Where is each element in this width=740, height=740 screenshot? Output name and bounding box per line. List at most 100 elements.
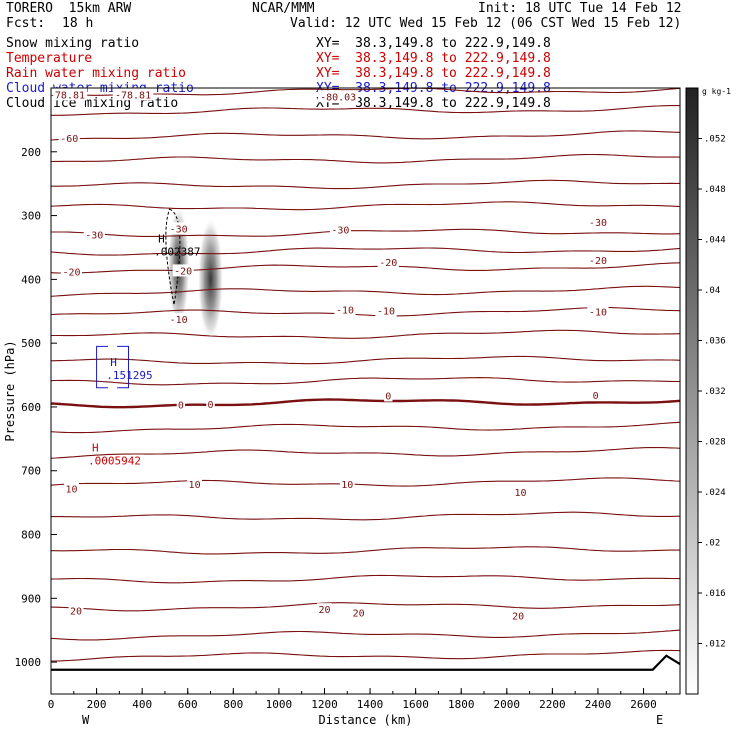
temperature-label-bg [351,606,367,619]
colorbar-tick-label: .024 [704,488,726,498]
cloud-water-contour [96,345,129,389]
isotherm-line [50,421,681,434]
isotherm-line [50,377,680,386]
temperature-label: -30 [170,224,188,235]
temperature-label: -10 [377,307,395,318]
max-value: .002387 [154,246,200,259]
east-label: E [656,713,663,727]
colorbar-tick-label: .036 [704,337,726,347]
init-time: Init: 18 UTC Tue 14 Feb 12 [478,1,682,16]
x-tick-label: 1200 [311,698,338,711]
temperature-label: -30 [589,218,607,229]
temperature-label: 20 [318,605,330,616]
y-tick-label: 800 [21,529,41,542]
colorbar-tick-label: .016 [704,589,726,599]
y-tick-label: 200 [21,146,41,159]
temperature-label: -20 [589,256,607,267]
y-tick-label: 700 [21,465,41,478]
isotherm-line [50,130,681,141]
temperature-label: 0 [593,391,599,402]
y-tick-label: 900 [21,592,41,605]
isotherm-line [50,398,681,409]
field-name-temperature: Temperature [6,51,93,66]
x-tick-label: 2400 [585,698,612,711]
colorbar-tick-label: .032 [704,387,726,397]
field-name-cloud-water: Cloud water mixing ratio [6,81,194,96]
max-value: .151295 [106,369,152,382]
temperature-label-bg [83,228,105,241]
temperature-label: 20 [353,608,365,619]
isotherm-line [50,602,681,612]
temperature-label: -30 [331,226,349,237]
x-tick-label: 400 [132,698,152,711]
snow-maximum [197,217,224,342]
colorbar-tick-label: .052 [704,135,726,145]
x-tick-label: 800 [223,698,243,711]
temperature-label-bg [168,222,190,235]
max-marker: H [110,356,117,369]
temperature-label-bg [339,478,355,491]
temperature-label-bg [334,303,356,316]
colorbar-tick-label: .044 [704,236,726,246]
temperature-label: 10 [189,480,201,491]
y-tick-label: 400 [21,273,41,286]
temperature-label: -20 [62,268,80,279]
snow-maximum [167,204,190,329]
plot-frame [50,87,681,695]
y-tick-label: 500 [21,337,41,350]
colorbar-tick-label: .028 [704,438,726,448]
temperature-label-bg [587,305,609,318]
colorbar-tick-label: .04 [704,286,720,296]
temperature-label-bg [329,223,352,236]
temperature-label: 20 [70,606,82,617]
temperature-label: -10 [589,307,607,318]
temperature-label: -20 [174,266,192,277]
x-tick-label: 0 [48,698,55,711]
temperature-label-bg [168,312,190,325]
max-marker: H [158,233,165,246]
temperature-label-bg [172,264,194,277]
isotherm-line [51,546,680,555]
temperature-label-bg [377,256,399,269]
temperature-label-bg [587,215,609,228]
temperature-label: 0 [385,391,391,402]
valid-time: Valid: 12 UTC Wed 15 Feb 12 (06 CST Wed … [290,16,682,31]
temperature-label: 0 [208,400,214,411]
isotherm-line [51,511,681,521]
field-xy-snow: XY= 38.3,149.8 to 222.9,149.8 [316,36,551,51]
org-label: NCAR/MMM [252,1,315,16]
model-title: TORERO 15km ARW [6,1,132,16]
temperature-label-bg [64,482,79,495]
temperature-label-bg [375,304,397,317]
y-axis-label: Pressure (hPa) [3,340,17,441]
terrain-line [51,654,681,671]
isotherm-line [50,201,681,211]
temperature-label: 10 [514,488,526,499]
y-tick-label: 600 [21,401,41,414]
isotherm-line [50,629,681,641]
x-tick-label: 1400 [357,698,384,711]
west-label: W [82,713,90,727]
temperature-label-bg [384,389,393,402]
isotherm-line [50,153,680,164]
x-tick-label: 1600 [402,698,429,711]
temperature-label-bg [187,478,202,491]
field-xy-cloud-water: XY= 38.3,149.8 to 222.9,149.8 [316,81,551,96]
forecast-label: Fcst: [6,16,46,31]
isotherm-line [51,228,681,237]
isotherm-line [50,306,681,317]
temperature-label-bg [587,254,609,267]
temperature-label: -30 [85,231,103,242]
x-tick-label: 2000 [494,698,521,711]
x-axis-label: Distance (km) [319,713,413,727]
field-xy-cloud-ice: XY= 38.3,149.8 to 222.9,149.8 [316,96,551,111]
max-value: .0005942 [88,454,141,467]
temperature-label-bg [206,397,215,410]
isotherm-line [50,574,681,584]
isotherm-line [50,649,681,662]
colorbar-tick-label: .012 [704,640,726,650]
forecast-hour: 18 h [62,16,94,31]
temperature-label-bg [68,604,84,617]
temperature-label: -60 [60,134,78,145]
field-xy-temperature: XY= 38.3,149.8 to 222.9,149.8 [316,51,551,66]
